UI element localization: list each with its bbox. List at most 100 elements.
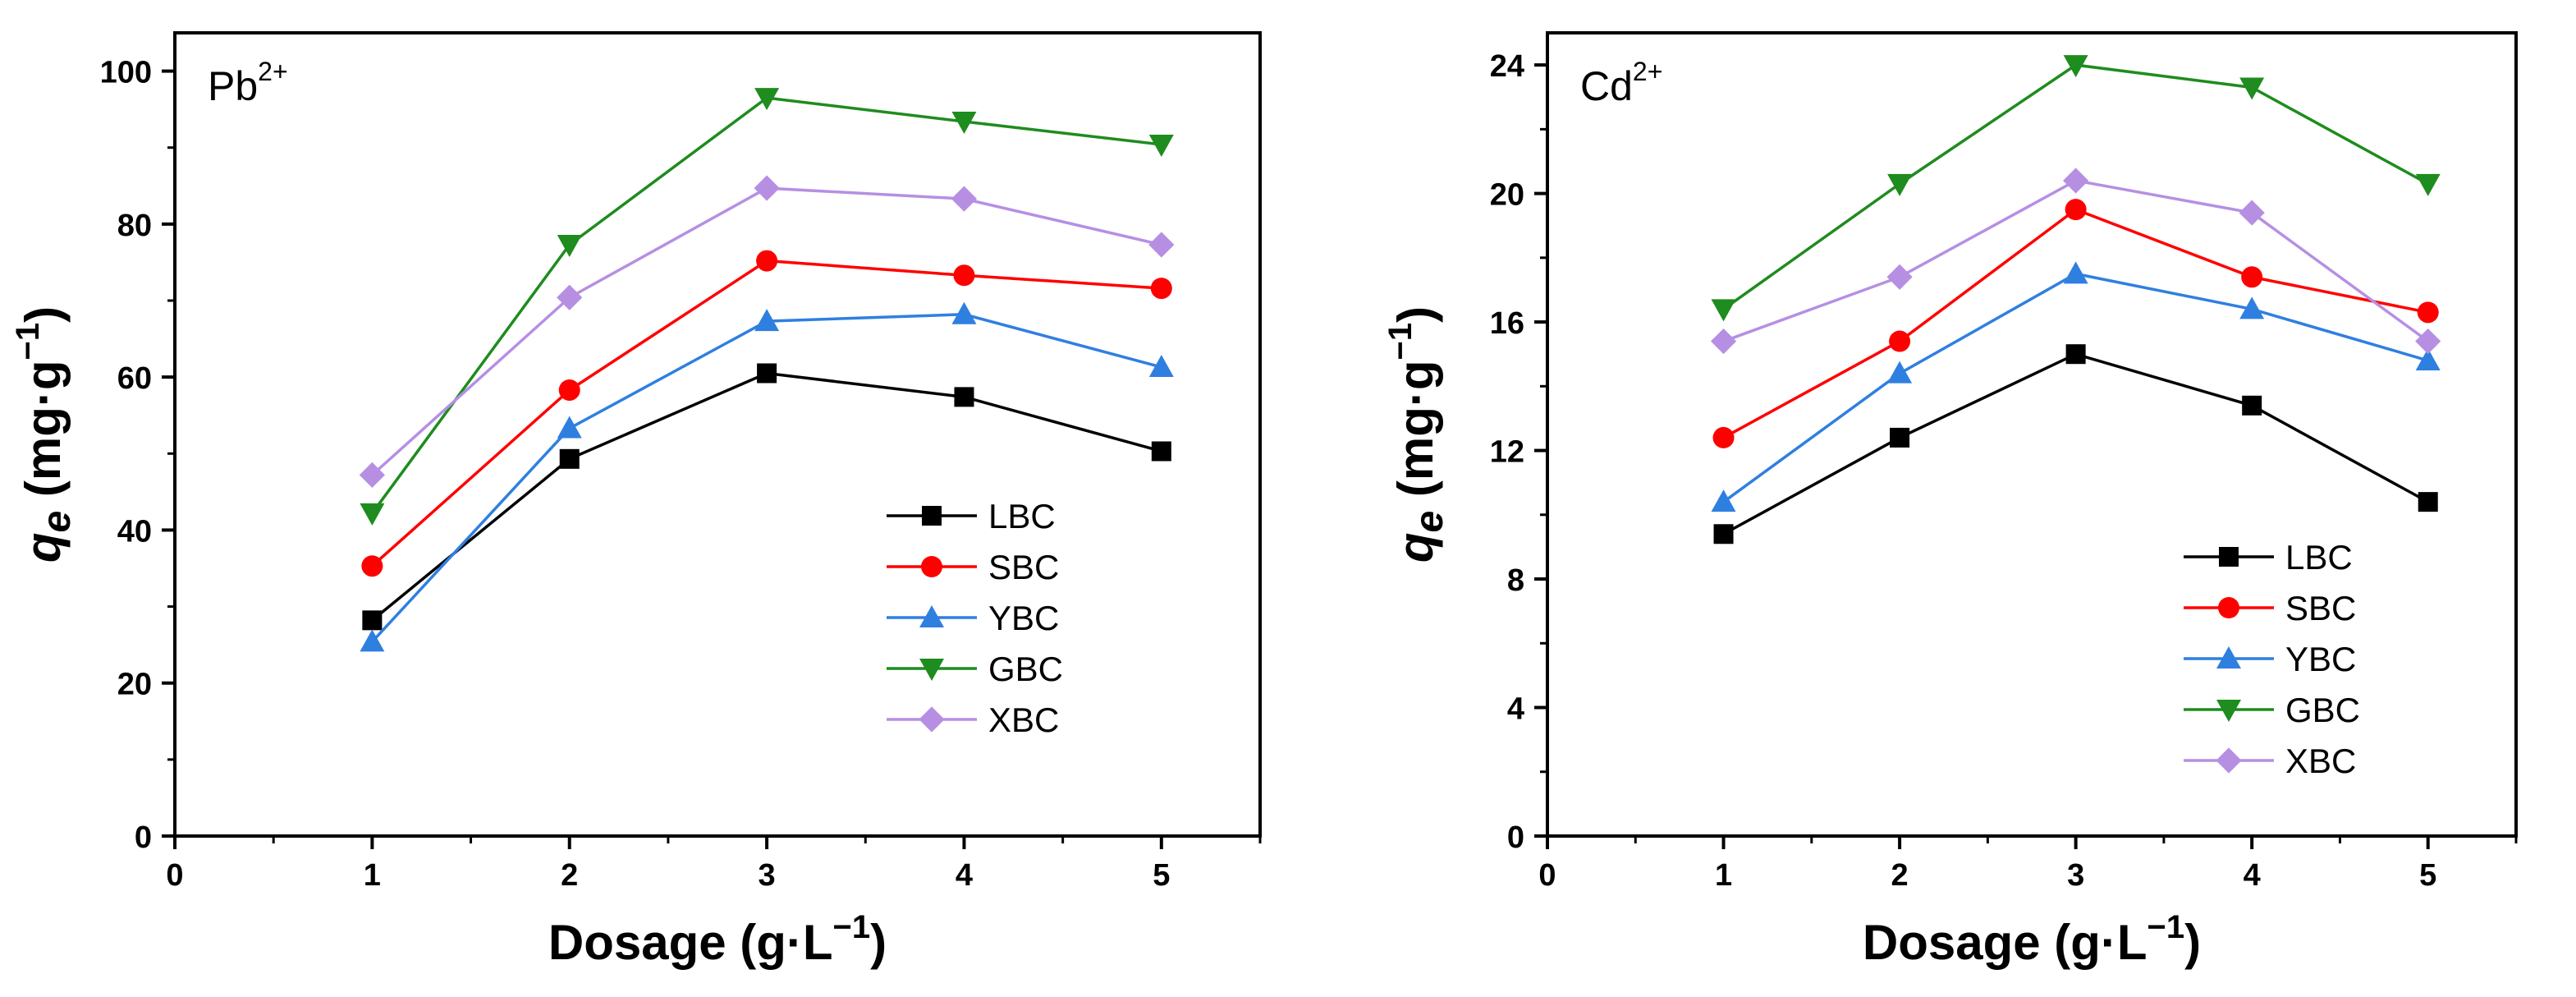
data-point-ybc xyxy=(1887,361,1913,384)
data-point-gbc xyxy=(2415,173,2441,196)
data-point-ybc xyxy=(2415,348,2441,371)
x-tick-label: 1 xyxy=(1715,858,1732,893)
y-tick-label: 20 xyxy=(1490,178,1524,213)
series-line-gbc xyxy=(370,96,1162,514)
x-tick-label: 0 xyxy=(166,858,183,893)
legend-label-xbc: XBC xyxy=(988,701,1059,739)
y-tick-label: 0 xyxy=(135,820,152,855)
data-point-sbc xyxy=(953,264,975,287)
legend-marker-sbc xyxy=(2218,597,2239,618)
data-point-ybc xyxy=(360,629,385,652)
data-point-xbc xyxy=(2415,328,2441,355)
data-point-gbc xyxy=(1887,173,1913,196)
x-tick-label: 1 xyxy=(364,858,381,893)
data-point-sbc xyxy=(361,555,383,577)
data-point-lbc xyxy=(954,387,974,407)
legend-label-gbc: GBC xyxy=(2285,691,2360,729)
y-tick-label: 40 xyxy=(117,514,152,549)
plot-frame xyxy=(1546,31,2518,838)
x-tick-label: 5 xyxy=(1153,858,1170,893)
series-line-xbc xyxy=(371,186,1162,476)
data-point-gbc xyxy=(754,88,780,111)
data-point-sbc xyxy=(2065,199,2087,221)
data-point-xbc xyxy=(1886,264,1913,290)
data-point-ybc xyxy=(1711,489,1736,512)
x-tick-label: 4 xyxy=(956,858,973,893)
legend-label-ybc: YBC xyxy=(2285,640,2356,678)
legend-label-sbc: SBC xyxy=(2285,589,2356,627)
y-tick-label: 24 xyxy=(1490,49,1524,84)
data-point-xbc xyxy=(557,284,583,310)
data-point-sbc xyxy=(756,250,778,272)
x-axis-label: Dosage (g·L−1) xyxy=(1863,909,2201,970)
y-tick-label: 80 xyxy=(117,209,152,243)
data-point-gbc xyxy=(2239,77,2265,100)
x-tick-label: 2 xyxy=(561,858,578,893)
data-point-ybc xyxy=(1148,355,1174,378)
y-tick-label: 100 xyxy=(100,56,152,90)
y-axis-label: qe (mg·g−1) xyxy=(10,306,79,563)
data-point-xbc xyxy=(2239,200,2265,226)
x-tick-label: 5 xyxy=(2419,858,2436,893)
data-point-xbc xyxy=(2063,168,2089,194)
series-line-ybc xyxy=(1722,272,2429,503)
legend-marker-gbc xyxy=(919,659,944,681)
ion-label: Cd2+ xyxy=(1580,57,1662,109)
x-axis-label: Dosage (g·L−1) xyxy=(548,909,887,970)
legend: LBC SBC YBC GBC XBC xyxy=(887,497,1063,739)
legend-label-gbc: GBC xyxy=(988,650,1063,688)
data-point-sbc xyxy=(2241,266,2263,288)
y-tick-label: 20 xyxy=(117,668,152,702)
legend-label-ybc: YBC xyxy=(988,599,1059,637)
x-tick-label: 3 xyxy=(759,858,776,893)
data-point-lbc xyxy=(2065,344,2086,365)
y-tick-label: 8 xyxy=(1507,563,1524,598)
x-tick-label: 0 xyxy=(1538,858,1556,893)
series-line-sbc xyxy=(1722,208,2429,439)
legend-marker-lbc xyxy=(922,506,942,526)
data-point-lbc xyxy=(2418,492,2438,512)
data-point-sbc xyxy=(1150,278,1172,300)
data-point-ybc xyxy=(2239,296,2265,319)
legend-marker-gbc xyxy=(2216,700,2241,722)
legend-label-sbc: SBC xyxy=(988,548,1059,586)
legend-marker-xbc xyxy=(919,706,945,733)
data-point-xbc xyxy=(1148,232,1175,258)
data-point-gbc xyxy=(2063,55,2088,78)
ion-label: Pb2+ xyxy=(208,57,288,109)
legend-label-xbc: XBC xyxy=(2285,742,2356,780)
data-point-lbc xyxy=(1151,441,1171,462)
data-point-ybc xyxy=(557,416,582,439)
y-axis-label: qe (mg·g−1) xyxy=(1382,306,1451,563)
data-point-lbc xyxy=(362,610,383,631)
data-point-xbc xyxy=(359,462,385,488)
data-point-ybc xyxy=(754,309,780,332)
legend-marker-lbc xyxy=(2219,547,2239,567)
data-point-ybc xyxy=(951,301,977,324)
data-point-gbc xyxy=(557,235,582,258)
data-point-gbc xyxy=(360,503,385,526)
data-point-sbc xyxy=(558,379,580,401)
data-point-ybc xyxy=(2063,261,2088,284)
legend-marker-xbc xyxy=(2216,747,2242,774)
data-point-xbc xyxy=(1710,328,1737,355)
data-point-lbc xyxy=(559,448,580,469)
data-point-sbc xyxy=(1712,426,1735,448)
y-tick-label: 60 xyxy=(117,361,152,396)
data-point-sbc xyxy=(1889,330,1911,352)
data-point-lbc xyxy=(1890,427,1910,448)
legend-marker-ybc xyxy=(2216,646,2241,668)
data-point-gbc xyxy=(1711,299,1736,322)
legend: LBC SBC YBC GBC XBC xyxy=(2184,538,2360,780)
y-tick-label: 4 xyxy=(1507,692,1524,727)
data-point-xbc xyxy=(951,186,978,212)
legend-label-lbc: LBC xyxy=(2285,538,2353,577)
data-point-xbc xyxy=(754,175,780,201)
y-tick-label: 12 xyxy=(1490,435,1524,470)
data-point-gbc xyxy=(1148,134,1174,157)
y-tick-label: 16 xyxy=(1490,306,1524,341)
x-tick-label: 2 xyxy=(1891,858,1909,893)
data-point-lbc xyxy=(757,363,777,384)
